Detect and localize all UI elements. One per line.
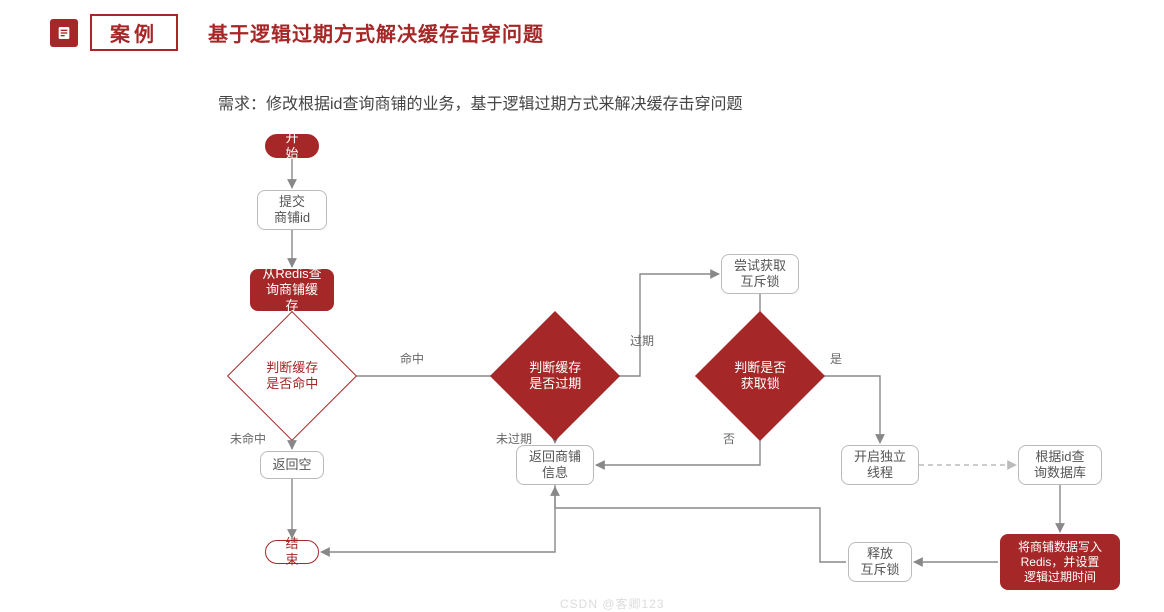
edge-label-expired: 过期 (630, 332, 654, 349)
node-d_gotlock: 判断是否获取锁 (695, 311, 825, 441)
edge (321, 485, 555, 552)
node-start: 开始 (265, 134, 319, 158)
edge-label-not_exp: 未过期 (496, 430, 532, 447)
node-new_thread: 开启独立线程 (841, 445, 919, 485)
edge (605, 274, 719, 376)
flowchart-canvas: 开始提交商铺id 从Redis查询商铺缓存判断缓存是否命中返回空结束 判断缓存是否过… (0, 0, 1164, 609)
edge (808, 376, 880, 443)
edge-label-hit: 命中 (400, 350, 424, 367)
edge-label-no: 否 (723, 430, 735, 447)
node-release_lock: 释放互斥锁 (848, 542, 912, 582)
edges-layer (0, 0, 1164, 609)
node-try_lock: 尝试获取互斥锁 (721, 254, 799, 294)
node-ret_empty: 返回空 (260, 451, 324, 479)
node-submit_id: 提交商铺id (257, 190, 327, 230)
watermark: CSDN @客卿123 (560, 595, 665, 612)
diamond-label: 判断是否获取锁 (714, 360, 806, 391)
node-write_redis: 将商铺数据写入Redis，并设置逻辑过期时间 (1000, 534, 1120, 590)
edge (555, 487, 846, 562)
diamond-label: 判断缓存是否过期 (509, 360, 601, 391)
node-redis_query: 从Redis查询商铺缓存 (250, 269, 334, 311)
node-ret_shop: 返回商铺信息 (516, 445, 594, 485)
edge-label-miss: 未命中 (230, 430, 266, 447)
edge (596, 424, 760, 465)
node-end: 结束 (265, 540, 319, 564)
node-d_expired: 判断缓存是否过期 (490, 311, 620, 441)
diamond-label: 判断缓存是否命中 (247, 360, 337, 391)
edge-label-yes: 是 (830, 350, 842, 367)
node-db_query: 根据id查询数据库 (1018, 445, 1102, 485)
node-d_hit: 判断缓存是否命中 (227, 311, 357, 441)
